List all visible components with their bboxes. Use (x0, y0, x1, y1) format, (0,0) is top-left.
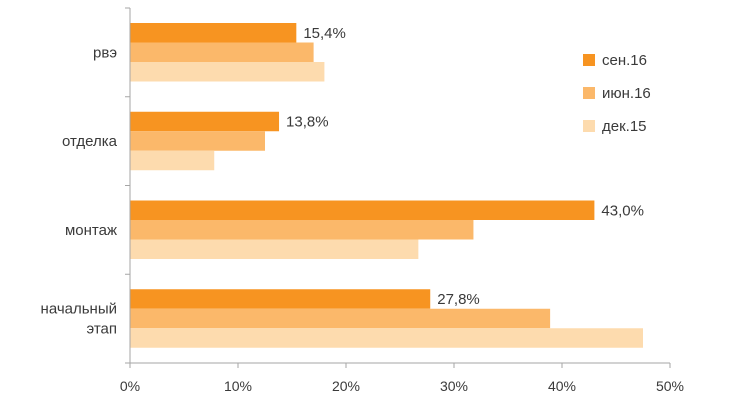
bar-1-4 (130, 289, 431, 309)
bar-3-4 (130, 328, 643, 348)
legend: сен.16 июн.16 дек.15 (583, 52, 651, 135)
x-tick-label: 0% (120, 378, 140, 394)
bar-1-3 (130, 200, 595, 220)
bar-2-4 (130, 308, 551, 329)
x-tick-label: 10% (224, 378, 252, 394)
bar-2-3 (130, 220, 474, 240)
category-label: начальный (41, 301, 117, 318)
legend-label: сен.16 (602, 52, 647, 69)
bar-2-1 (130, 42, 314, 62)
category-label: монтаж (65, 222, 117, 239)
data-label: 13,8% (286, 114, 329, 131)
data-label: 15,4% (303, 25, 346, 42)
legend-label: июн.16 (602, 85, 651, 102)
x-tick-label: 40% (548, 378, 576, 394)
bar-3-3 (130, 239, 419, 259)
legend-swatch-3 (583, 120, 595, 132)
axes-layer: 0% 10% 20% 30% 40% 50% рвэ отделка монтаж начальн… (41, 7, 684, 394)
category-label: отделка (62, 133, 118, 150)
x-tick-label: 30% (440, 378, 468, 394)
legend-swatch-1 (583, 54, 595, 66)
x-tick-label: 50% (656, 378, 684, 394)
x-tick-label: 20% (332, 378, 360, 394)
legend-label: дек.15 (602, 118, 647, 135)
category-label: этап (87, 321, 118, 338)
bar-2-2 (130, 131, 265, 151)
bar-1-1 (130, 23, 297, 43)
bar-1-2 (130, 111, 280, 132)
bars-layer (130, 23, 643, 348)
legend-swatch-2 (583, 87, 595, 99)
bar-3-2 (130, 150, 215, 171)
data-label: 43,0% (601, 202, 644, 219)
data-label: 27,8% (437, 291, 480, 308)
bar-3-1 (130, 62, 325, 82)
category-label: рвэ (93, 44, 117, 61)
data-labels-layer: 15,4% 13,8% 43,0% 27,8% (286, 25, 644, 308)
